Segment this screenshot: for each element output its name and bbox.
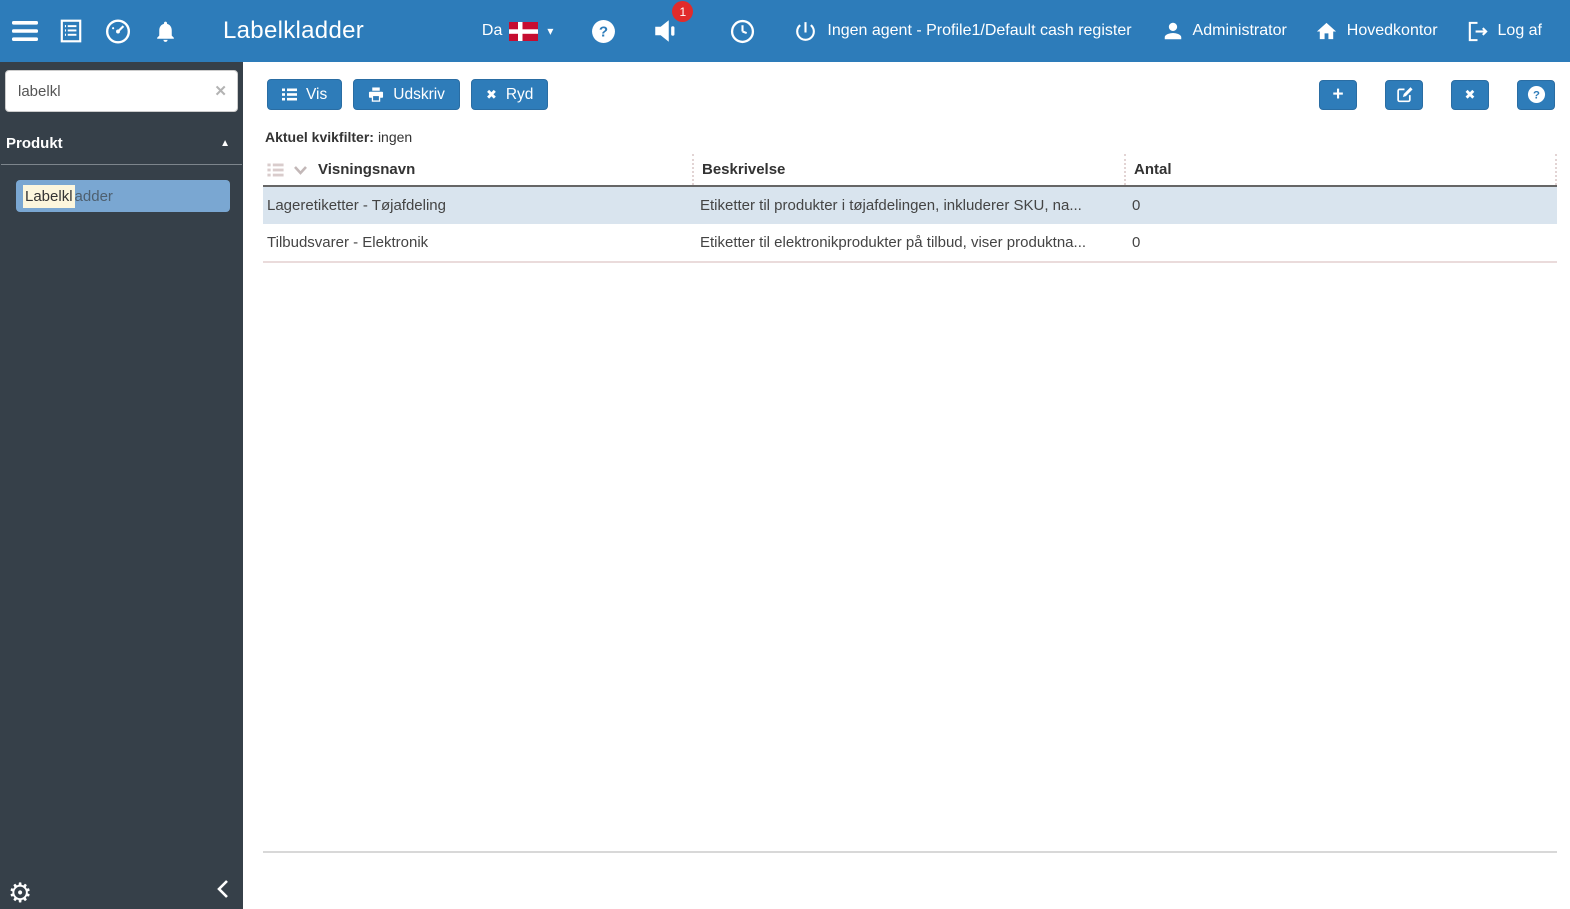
section-label: Produkt [6, 134, 63, 152]
help-icon[interactable]: ? [591, 19, 616, 44]
row-count: 0 [1132, 234, 1141, 251]
header-antal: Antal [1134, 161, 1172, 178]
logout-label: Log af [1497, 22, 1542, 39]
content-bottom-divider [263, 851, 1557, 853]
toolbar-actions: + ✖ ? [1319, 79, 1555, 110]
search-match-highlight: Labelkl [23, 184, 75, 208]
row-name: Lageretiketter - Tøjafdeling [267, 197, 446, 214]
search-clear-icon[interactable]: ✕ [214, 83, 227, 100]
language-selector[interactable]: Da ▾ [481, 21, 554, 41]
column-select-icon[interactable] [267, 163, 284, 177]
sidebar-collapse-icon[interactable] [216, 879, 230, 899]
vis-label: Vis [306, 85, 328, 103]
topbar-right: Da ▾ ? 1 Ingen agent - Profile1/Default … [481, 1, 1570, 44]
main-content: Vis Udskriv ✖ Ryd + ✖ [243, 62, 1570, 909]
delete-button[interactable]: ✖ [1451, 79, 1489, 110]
column-visningsnavn[interactable]: Visningsnavn [263, 154, 692, 185]
logout-button[interactable]: Log af [1466, 20, 1542, 43]
bell-icon[interactable] [152, 18, 178, 44]
settings-gear-icon[interactable]: ⚙ [8, 878, 33, 908]
sidebar-item-labelkladder[interactable]: Labelkl adder [16, 180, 230, 212]
user-menu[interactable]: Administrator [1162, 20, 1287, 42]
sidebar-search: ✕ [5, 70, 238, 112]
row-description: Etiketter til elektronikprodukter på til… [700, 234, 1087, 251]
ryd-label: Ryd [505, 85, 534, 103]
sidebar-section-produkt[interactable]: Produkt ▲ [0, 122, 243, 164]
x-icon: ✖ [1464, 86, 1476, 102]
clear-x-icon: ✖ [485, 86, 497, 102]
sound-icon[interactable]: 1 [652, 1, 694, 43]
svg-text:?: ? [1533, 90, 1540, 102]
label-journal-table: Visningsnavn Beskrivelse Antal Lageretik… [263, 154, 1557, 263]
header-visningsnavn: Visningsnavn [318, 161, 416, 178]
location-menu[interactable]: Hovedkontor [1315, 20, 1438, 43]
sidebar-divider [1, 164, 242, 165]
quickfilter-label: Aktuel kvikfilter: [265, 129, 374, 145]
sidebar-item-label: adder [74, 187, 113, 205]
header-beskrivelse: Beskrivelse [702, 161, 786, 178]
clock-icon[interactable] [730, 19, 755, 44]
sort-chevron-down-icon[interactable] [293, 165, 308, 175]
quickfilter-value: ingen [377, 129, 413, 145]
logout-icon [1466, 20, 1489, 43]
sidebar: ✕ Produkt ▲ Labelkladder ⚙ [0, 62, 243, 909]
row-count: 0 [1132, 197, 1141, 214]
printer-icon [368, 87, 384, 102]
user-icon [1162, 20, 1184, 42]
agent-status-label: Ingen agent - Profile1/Default cash regi… [827, 22, 1132, 39]
location-name: Hovedkontor [1346, 22, 1438, 39]
table-row[interactable]: Tilbudsvarer - Elektronik Etiketter til … [263, 224, 1557, 263]
danish-flag-icon [509, 21, 539, 41]
table-row[interactable]: Lageretiketter - Tøjafdeling Etiketter t… [263, 187, 1557, 224]
add-button[interactable]: + [1319, 79, 1357, 110]
agent-status[interactable]: Ingen agent - Profile1/Default cash regi… [793, 19, 1132, 44]
user-name: Administrator [1192, 22, 1287, 39]
topbar: Labelkladder Da ▾ ? 1 Ingen agent - Prof… [0, 0, 1570, 62]
hamburger-menu-icon[interactable] [12, 18, 38, 44]
table-header-row: Visningsnavn Beskrivelse Antal [263, 154, 1557, 187]
edit-button[interactable] [1385, 79, 1423, 110]
column-beskrivelse[interactable]: Beskrivelse [692, 154, 1124, 185]
dashboard-icon[interactable] [105, 18, 131, 44]
ryd-button[interactable]: ✖ Ryd [470, 79, 549, 110]
power-icon [793, 19, 818, 44]
list-icon [282, 88, 297, 101]
chevron-down-icon: ▾ [547, 24, 554, 38]
toolbar: Vis Udskriv ✖ Ryd + ✖ [243, 62, 1570, 110]
vis-button[interactable]: Vis [267, 79, 343, 110]
column-antal[interactable]: Antal [1124, 154, 1557, 185]
row-description: Etiketter til produkter i tøjafdelingen,… [700, 197, 1082, 214]
search-input[interactable] [5, 70, 238, 112]
question-icon: ? [1527, 85, 1546, 104]
udskriv-button[interactable]: Udskriv [353, 79, 460, 110]
edit-pencil-icon [1396, 86, 1413, 103]
svg-text:?: ? [599, 23, 608, 40]
quickfilter-status: Aktuel kvikfilter: ingen [265, 129, 1570, 145]
plus-icon: + [1332, 83, 1344, 105]
notification-badge: 1 [672, 1, 694, 22]
page-title: Labelkladder [223, 17, 365, 44]
language-label: Da [481, 22, 503, 39]
home-icon [1315, 20, 1338, 43]
report-list-icon[interactable] [58, 18, 84, 44]
topbar-left: Labelkladder [0, 17, 364, 45]
collapse-up-icon: ▲ [220, 137, 230, 149]
row-name: Tilbudsvarer - Elektronik [267, 234, 429, 251]
header-icons[interactable] [267, 163, 308, 177]
help-button[interactable]: ? [1517, 79, 1555, 110]
udskriv-label: Udskriv [393, 85, 445, 103]
